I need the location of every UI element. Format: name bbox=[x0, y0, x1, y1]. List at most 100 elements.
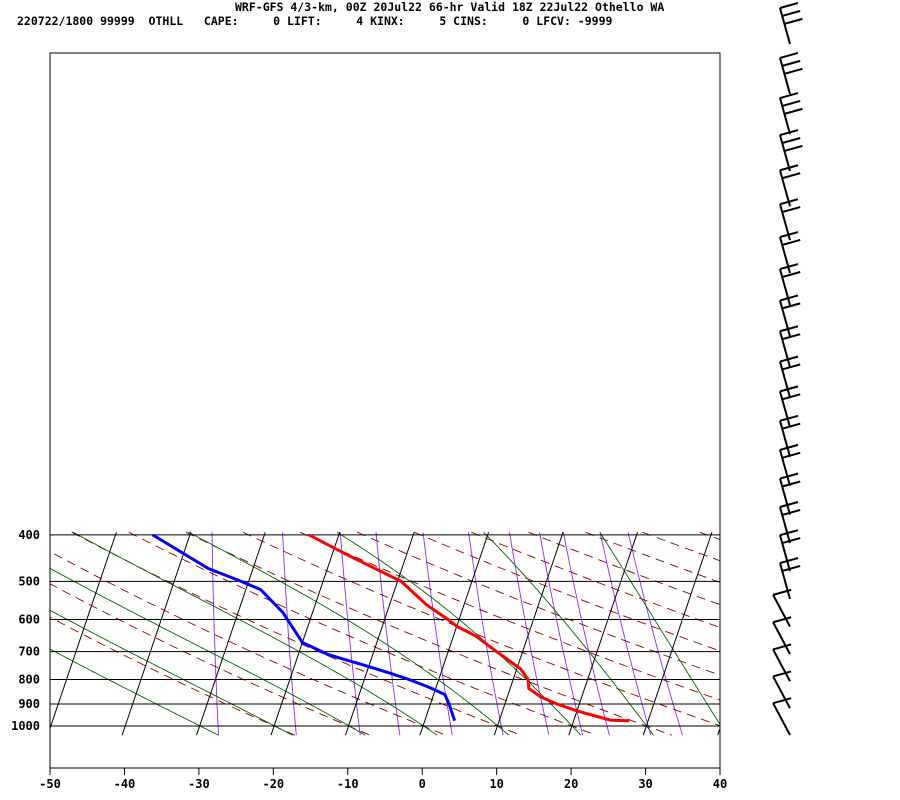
isotherm--40 bbox=[121, 532, 192, 736]
wind-barb-staff bbox=[779, 391, 791, 428]
background-lines bbox=[50, 531, 720, 736]
wind-barb bbox=[772, 697, 792, 736]
x-tick-label: 20 bbox=[564, 777, 578, 791]
x-axis-ticks: -50 -40 -30 -20 -10 0 10 20 30 40 bbox=[39, 768, 727, 791]
wind-barb-flag bbox=[779, 92, 799, 99]
dry-adiabat-90 bbox=[528, 531, 720, 606]
wind-barb-flag bbox=[784, 67, 803, 75]
wind-barb bbox=[779, 129, 803, 172]
wind-barb-flag bbox=[781, 172, 801, 180]
mixing-ratio-line-1 bbox=[282, 532, 297, 736]
wind-barb-flag bbox=[779, 129, 799, 137]
wind-barb-flag bbox=[781, 302, 801, 310]
y-tick-label: 800 bbox=[18, 672, 40, 686]
wind-barb-staff bbox=[779, 97, 791, 135]
dry-adiabat-80 bbox=[471, 531, 720, 628]
wind-barb-staff bbox=[779, 7, 791, 45]
wind-barb-staff bbox=[779, 534, 791, 572]
wind-barb-flag bbox=[779, 294, 799, 302]
wind-barb-flag bbox=[781, 480, 801, 488]
moist-adiabat--30 bbox=[50, 648, 219, 736]
x-tick-label: -20 bbox=[262, 777, 284, 791]
isotherm-40 bbox=[717, 726, 720, 736]
wind-barb-staff bbox=[779, 57, 791, 95]
wind-barb-flag bbox=[781, 393, 801, 401]
x-tick-label: 40 bbox=[713, 777, 727, 791]
mixing-ratio-line-36 bbox=[627, 532, 683, 736]
mixing-ratio-line-3 bbox=[375, 532, 401, 736]
wind-barb bbox=[772, 643, 792, 682]
wind-barb bbox=[779, 414, 801, 458]
mixing-ratio-line-20 bbox=[562, 532, 610, 736]
wind-barb-flag bbox=[779, 51, 799, 59]
isotherms bbox=[50, 532, 720, 736]
isotherm--10 bbox=[344, 532, 415, 736]
wind-barb-staff bbox=[779, 562, 791, 600]
wind-barb bbox=[772, 616, 792, 655]
wind-barb-flag bbox=[781, 238, 801, 246]
plot-frame bbox=[49, 52, 721, 769]
wind-barb bbox=[779, 529, 801, 572]
dry-adiabat-0 bbox=[50, 551, 446, 736]
profiles bbox=[151, 533, 630, 723]
wind-barb-flag bbox=[779, 325, 799, 333]
wind-barb bbox=[779, 51, 803, 95]
moist-adiabat-0 bbox=[72, 531, 438, 736]
wind-barb-flag bbox=[784, 17, 803, 25]
wind-barb-flag bbox=[779, 557, 799, 564]
dry-adiabat-40 bbox=[242, 531, 720, 727]
wind-barb bbox=[779, 355, 801, 398]
wind-barb-flag bbox=[781, 9, 801, 17]
dry-adiabat--10 bbox=[50, 583, 371, 736]
wind-barb bbox=[779, 557, 801, 600]
dry-adiabat-50 bbox=[299, 531, 720, 701]
wind-barb bbox=[779, 385, 801, 428]
y-tick-label: 500 bbox=[18, 574, 40, 588]
moist-adiabat-10 bbox=[188, 531, 510, 736]
wind-barb-flag bbox=[779, 385, 799, 393]
wind-barb-flag bbox=[781, 333, 801, 341]
wind-barb-staff bbox=[772, 648, 791, 682]
wind-barb-staff bbox=[772, 675, 791, 709]
wind-barb bbox=[779, 443, 801, 487]
dry-adiabat-60 bbox=[357, 531, 720, 676]
wind-barb-flag bbox=[781, 99, 801, 107]
moist-adiabat--20 bbox=[50, 609, 293, 736]
isotherm-20 bbox=[568, 532, 638, 736]
wind-barb-staff bbox=[779, 300, 791, 337]
wind-barb bbox=[772, 670, 792, 709]
y-tick-label: 1000 bbox=[11, 719, 40, 733]
x-tick-label: -50 bbox=[39, 777, 61, 791]
wind-barb-flag bbox=[779, 501, 799, 508]
x-tick-label: 30 bbox=[638, 777, 652, 791]
dry-adiabat-120 bbox=[699, 531, 720, 541]
wind-barb bbox=[779, 294, 801, 337]
wind-barb bbox=[779, 501, 801, 544]
moist-adiabat-30 bbox=[483, 531, 654, 736]
y-tick-label: 600 bbox=[18, 612, 40, 626]
wind-barb-flag bbox=[781, 137, 801, 144]
wind-barb-flag bbox=[779, 231, 799, 238]
moist-adiabat-20 bbox=[336, 531, 582, 736]
wind-barb-flag bbox=[781, 508, 801, 516]
mixing-ratio-line-28 bbox=[599, 532, 652, 736]
wind-barb-staff bbox=[779, 134, 791, 172]
wind-barb-staff bbox=[779, 449, 791, 487]
wind-barbs bbox=[772, 2, 803, 736]
y-axis-ticks: 400 500 600 700 800 900 1000 bbox=[11, 528, 40, 733]
wind-barb-staff bbox=[779, 506, 791, 544]
x-tick-label: -40 bbox=[114, 777, 136, 791]
temperature-line bbox=[308, 533, 630, 723]
wind-barb-flag bbox=[779, 355, 799, 363]
isotherm-0 bbox=[419, 532, 490, 736]
isotherm--50 bbox=[50, 532, 117, 730]
wind-barb-flag bbox=[781, 206, 801, 214]
wind-barb-flag bbox=[781, 564, 801, 572]
wind-barb-flag bbox=[781, 451, 801, 459]
wind-barb-flag bbox=[779, 164, 799, 172]
wind-barb-flag bbox=[779, 529, 799, 537]
isotherm--20 bbox=[270, 532, 341, 736]
dry-adiabat-10 bbox=[71, 531, 522, 736]
dry-adiabat-70 bbox=[414, 531, 720, 652]
